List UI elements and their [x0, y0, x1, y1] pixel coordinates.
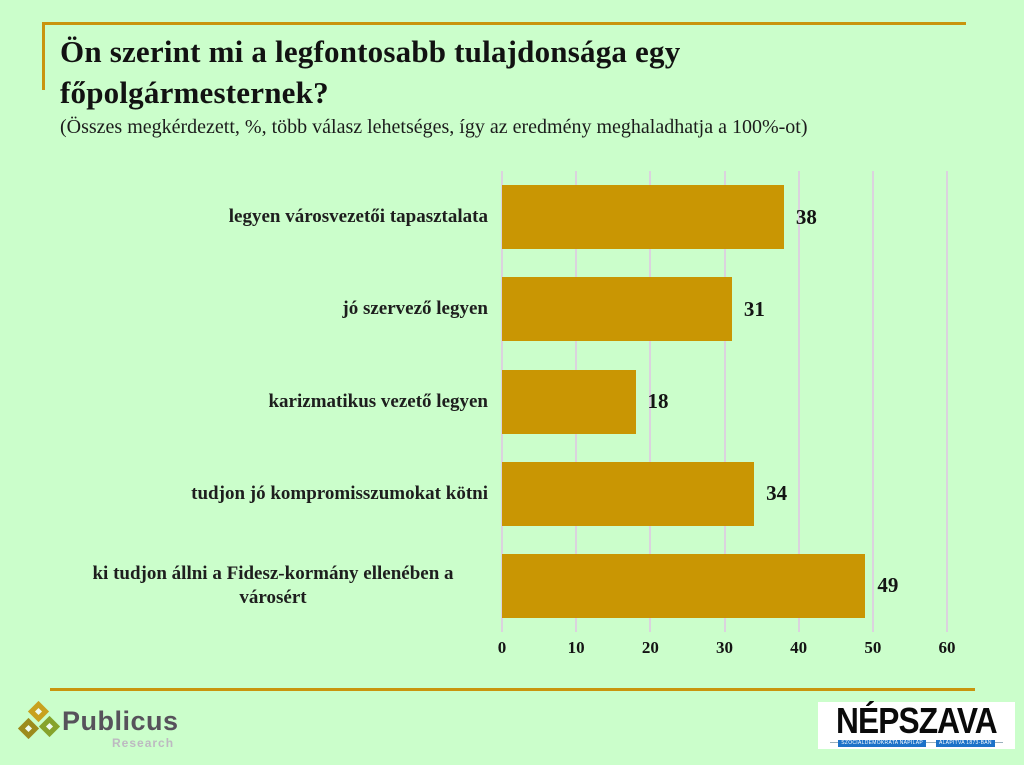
category-label: tudjon jó kompromisszumokat kötni [191, 482, 488, 504]
x-axis-tick-label: 20 [641, 638, 659, 657]
footer-divider-line [50, 688, 975, 691]
x-axis-tick-label: 40 [790, 638, 808, 657]
gridline [946, 171, 948, 632]
bar-value-label: 31 [743, 296, 765, 321]
bar [502, 369, 636, 434]
category-label: ki tudjon állni a Fidesz-kormány ellenéb… [92, 563, 454, 608]
x-axis: 0 10 20 30 40 50 60 [498, 638, 956, 662]
publicus-diamond-icon [17, 717, 40, 740]
title-accent-top-line [42, 22, 966, 25]
nepszava-tagline-right: ALAPÍTVA 1873-BAN [935, 739, 995, 747]
x-axis-tick-label: 60 [938, 638, 956, 657]
bar-row: legyen városvezetői tapasztalata 38 [8, 171, 1008, 263]
gridline [797, 171, 800, 632]
category-label: karizmatikus vezető legyen [268, 390, 488, 412]
bar-row: ki tudjon állni a Fidesz-kormány ellenéb… [8, 540, 1008, 632]
publicus-wordmark: Publicus [62, 706, 179, 736]
bar [502, 553, 866, 618]
gridline [649, 171, 652, 632]
x-axis-tick-label: 30 [716, 638, 733, 657]
page-subtitle: (Összes megkérdezett, %, több válasz leh… [60, 116, 808, 138]
bar-value-label: 38 [795, 204, 817, 229]
bar-row: tudjon jó kompromisszumokat kötni 34 [8, 448, 1008, 540]
gridline [871, 171, 874, 632]
category-label: legyen városvezetői tapasztalata [228, 206, 488, 228]
publicus-logo: Publicus Research [17, 700, 220, 754]
x-axis-tick-label: 50 [864, 638, 882, 657]
bar-row: jó szervező legyen 31 [8, 263, 1008, 355]
bar-value-label: 18 [647, 389, 669, 413]
publicus-diamond-icon [38, 715, 61, 738]
nepszava-tagline-row: SZOCIÁLDEMOKRATA NAPILAP ALAPÍTVA 1873-B… [829, 739, 1004, 747]
page-title: Ön szerint mi a legfontosabb tulajdonság… [60, 34, 681, 110]
title-accent-left-line [42, 22, 45, 90]
x-axis-tick-label: 10 [567, 638, 585, 657]
category-label: jó szervező legyen [342, 298, 488, 320]
bar [502, 185, 784, 250]
nepszava-logo: NÉPSZAVA SZOCIÁLDEMOKRATA NAPILAP ALAPÍT… [818, 702, 1015, 749]
x-axis-tick-label: 0 [497, 638, 507, 657]
nepszava-tagline-left: SZOCIÁLDEMOKRATA NAPILAP [838, 739, 926, 747]
bar-value-label: 49 [877, 573, 899, 598]
bar [502, 277, 732, 342]
bar-value-label: 34 [766, 481, 788, 506]
gridline [723, 171, 726, 632]
nepszava-wordmark: NÉPSZAVA [836, 700, 998, 741]
bar-chart: legyen városvezetői tapasztalata 38 jó sze… [8, 171, 1008, 632]
publicus-research-label: Research [112, 736, 175, 750]
bar-row: karizmatikus vezető legyen 18 [8, 355, 1008, 447]
bar [502, 461, 755, 526]
